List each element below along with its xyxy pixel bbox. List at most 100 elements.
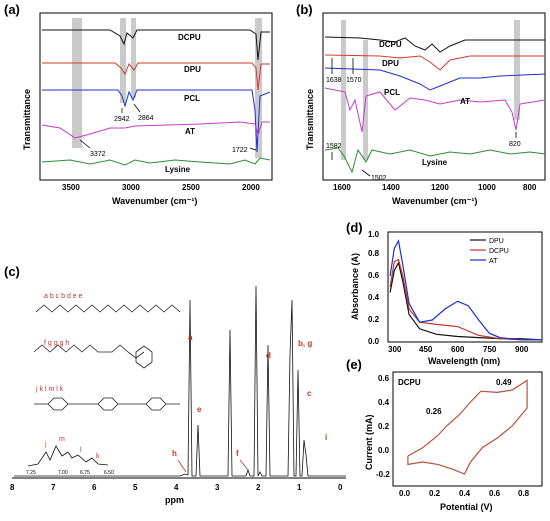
panel-c-struct-labels-1: a b c b d e e [44,293,83,300]
panel-a-xtick: 2000 [242,183,260,192]
panel-e-xtick: 0.4 [459,489,471,498]
panel-d-legend-dcpu: DCPU [489,248,509,255]
panel-d-letter: (d) [346,220,363,235]
panel-a-label-dcpu: DCPU [178,33,201,42]
panel-b-letter: (b) [296,2,313,17]
panel-d-ytick: 0.0 [368,337,380,346]
panel-e-series [407,379,528,475]
panel-a-xticks: 3500 3000 2500 2000 [62,183,260,192]
panel-d-xtick: 900 [515,345,529,354]
panel-d-xtick: 300 [388,345,402,354]
panel-a-label-pcl: PCL [184,94,200,103]
panel-e-ytick: 0.0 [378,446,390,455]
panel-c-structure-ring [135,345,153,369]
panel-c-xlabel: ppm [165,495,184,505]
panel-c-peak-label-i: i [325,433,327,442]
panel-b-label-dcpu: DCPU [379,40,402,49]
panel-d-ytick: 0.2 [368,315,380,324]
panel-b-frame [322,12,546,181]
panel-c-xtick: 5 [133,483,138,492]
panel-c-xtick: 0 [338,483,343,492]
panel-c-benzene-ring [97,397,119,411]
panel-c-inset-spectrum [27,445,109,467]
panel-c-inset-label-l: l [80,447,82,454]
panel-a-label-at: AT [185,127,195,136]
panel-b-xtick: 1200 [431,183,449,192]
panel-b-spectrum-dcpu [324,36,545,53]
panel-a-band [120,18,126,103]
panel-b: (b) DCPU DPU PCL AT Lysine 1638 1570 820… [296,2,546,206]
panel-e-xtick: 0.0 [399,489,411,498]
panel-a-ylabel: Transmittance [22,89,32,150]
panel-d-frame [387,231,543,343]
panel-b-label-lysine: Lysine [422,158,448,167]
panel-c-structure-lysine [33,344,145,359]
panel-c-peak-label-f: f [236,449,239,458]
panel-c-peak-label-h: h [172,449,177,458]
panel-e-line-dcpu [407,379,528,475]
panel-d-line-dpu [389,261,543,341]
panel-d-xticks: 300 450 600 750 900 [388,345,529,354]
panel-e-ytick: -0.2 [376,470,390,479]
panel-a-xtick: 3000 [122,183,140,192]
panel-e-letter: (e) [346,357,362,372]
panel-a: (a) DCPU DPU PCL AT Lysine 2942 2864 337… [4,2,273,206]
panel-e-xtick: 0.2 [429,489,441,498]
panel-d-ytick: 0.6 [368,271,380,280]
panel-d-xtick: 600 [451,345,465,354]
panel-c-benzene-ring [145,397,167,411]
panel-d-xtick: 750 [483,345,497,354]
panel-d-ylabel: Absorbance (A) [350,253,360,320]
panel-a-xtick: 3500 [62,183,80,192]
panel-e-xticks: 0.0 0.2 0.4 0.6 0.8 [399,489,530,498]
panel-c-letter: (c) [4,264,20,279]
panel-c-xtick: 1 [297,483,302,492]
panel-b-annotation-1570: 1570 [346,77,362,84]
panel-b-label-at: AT [460,97,470,106]
panel-a-label-dpu: DPU [184,65,201,74]
panel-a-spectrum-pcl [42,89,271,153]
panel-a-annotation-2864: 2864 [138,115,154,122]
panel-c-xtick: 7 [51,483,56,492]
panel-c-inset: j m l k 7.25 7.00 6.75 6.50 [26,436,114,476]
panel-a-arrow [249,147,257,151]
panel-c-xtick: 2 [256,483,261,492]
panel-c-peak-label-bg: b, g [298,339,312,348]
panel-a-frame [39,12,273,181]
panel-a-spectrum-at [41,121,270,139]
panel-b-xtick: 1000 [478,183,496,192]
panel-c-peak-label-c: c [307,389,312,398]
panel-d-legend-at: AT [489,258,498,265]
panel-e-annotation-026: 0.26 [426,407,442,416]
panel-a-xlabel: Wavenumber (cm⁻¹) [112,196,197,206]
panel-a-band [131,18,136,98]
panel-c-nmr-spectrum [14,285,346,477]
panel-e-ylabel: Current (mA) [364,414,374,470]
panel-c-inset-tick: 6.75 [80,470,90,476]
panel-a-spectrum-lysine [41,157,271,166]
panel-c-inset-label-k: k [96,453,100,460]
panel-d-line-at [389,239,542,341]
panel-c-xtick: 8 [10,483,15,492]
panel-b-xtick: 800 [523,183,537,192]
panel-c-arrow-h [177,459,187,473]
panel-d-legend: DPU DCPU AT [470,238,509,265]
panel-d-ytick: 0.8 [368,249,380,258]
panel-d-xlabel: Wavelength (nm) [428,356,500,366]
panel-a-label-lysine: Lysine [165,165,191,174]
panel-e-xtick: 0.6 [489,489,501,498]
panel-c-struct-labels-3: j k l m l k [35,386,64,393]
panel-a-band [72,18,82,148]
panel-c-xtick: 4 [174,483,179,492]
panel-e-frame [392,371,543,487]
panel-b-label-dpu: DPU [382,59,399,68]
panel-b-annotation-1502: 1502 [371,175,387,182]
panel-d-ytick: 1.0 [368,230,380,239]
panel-e-xtick: 0.8 [518,489,530,498]
panel-c-peak-label-d: d [266,351,271,360]
panel-a-annotation-3372: 3372 [90,151,106,158]
panel-e-annotation-049: 0.49 [496,378,512,387]
panel-b-arrow [361,169,371,177]
panel-a-arrow [133,103,141,113]
panel-e-ytick: 0.6 [378,374,390,383]
